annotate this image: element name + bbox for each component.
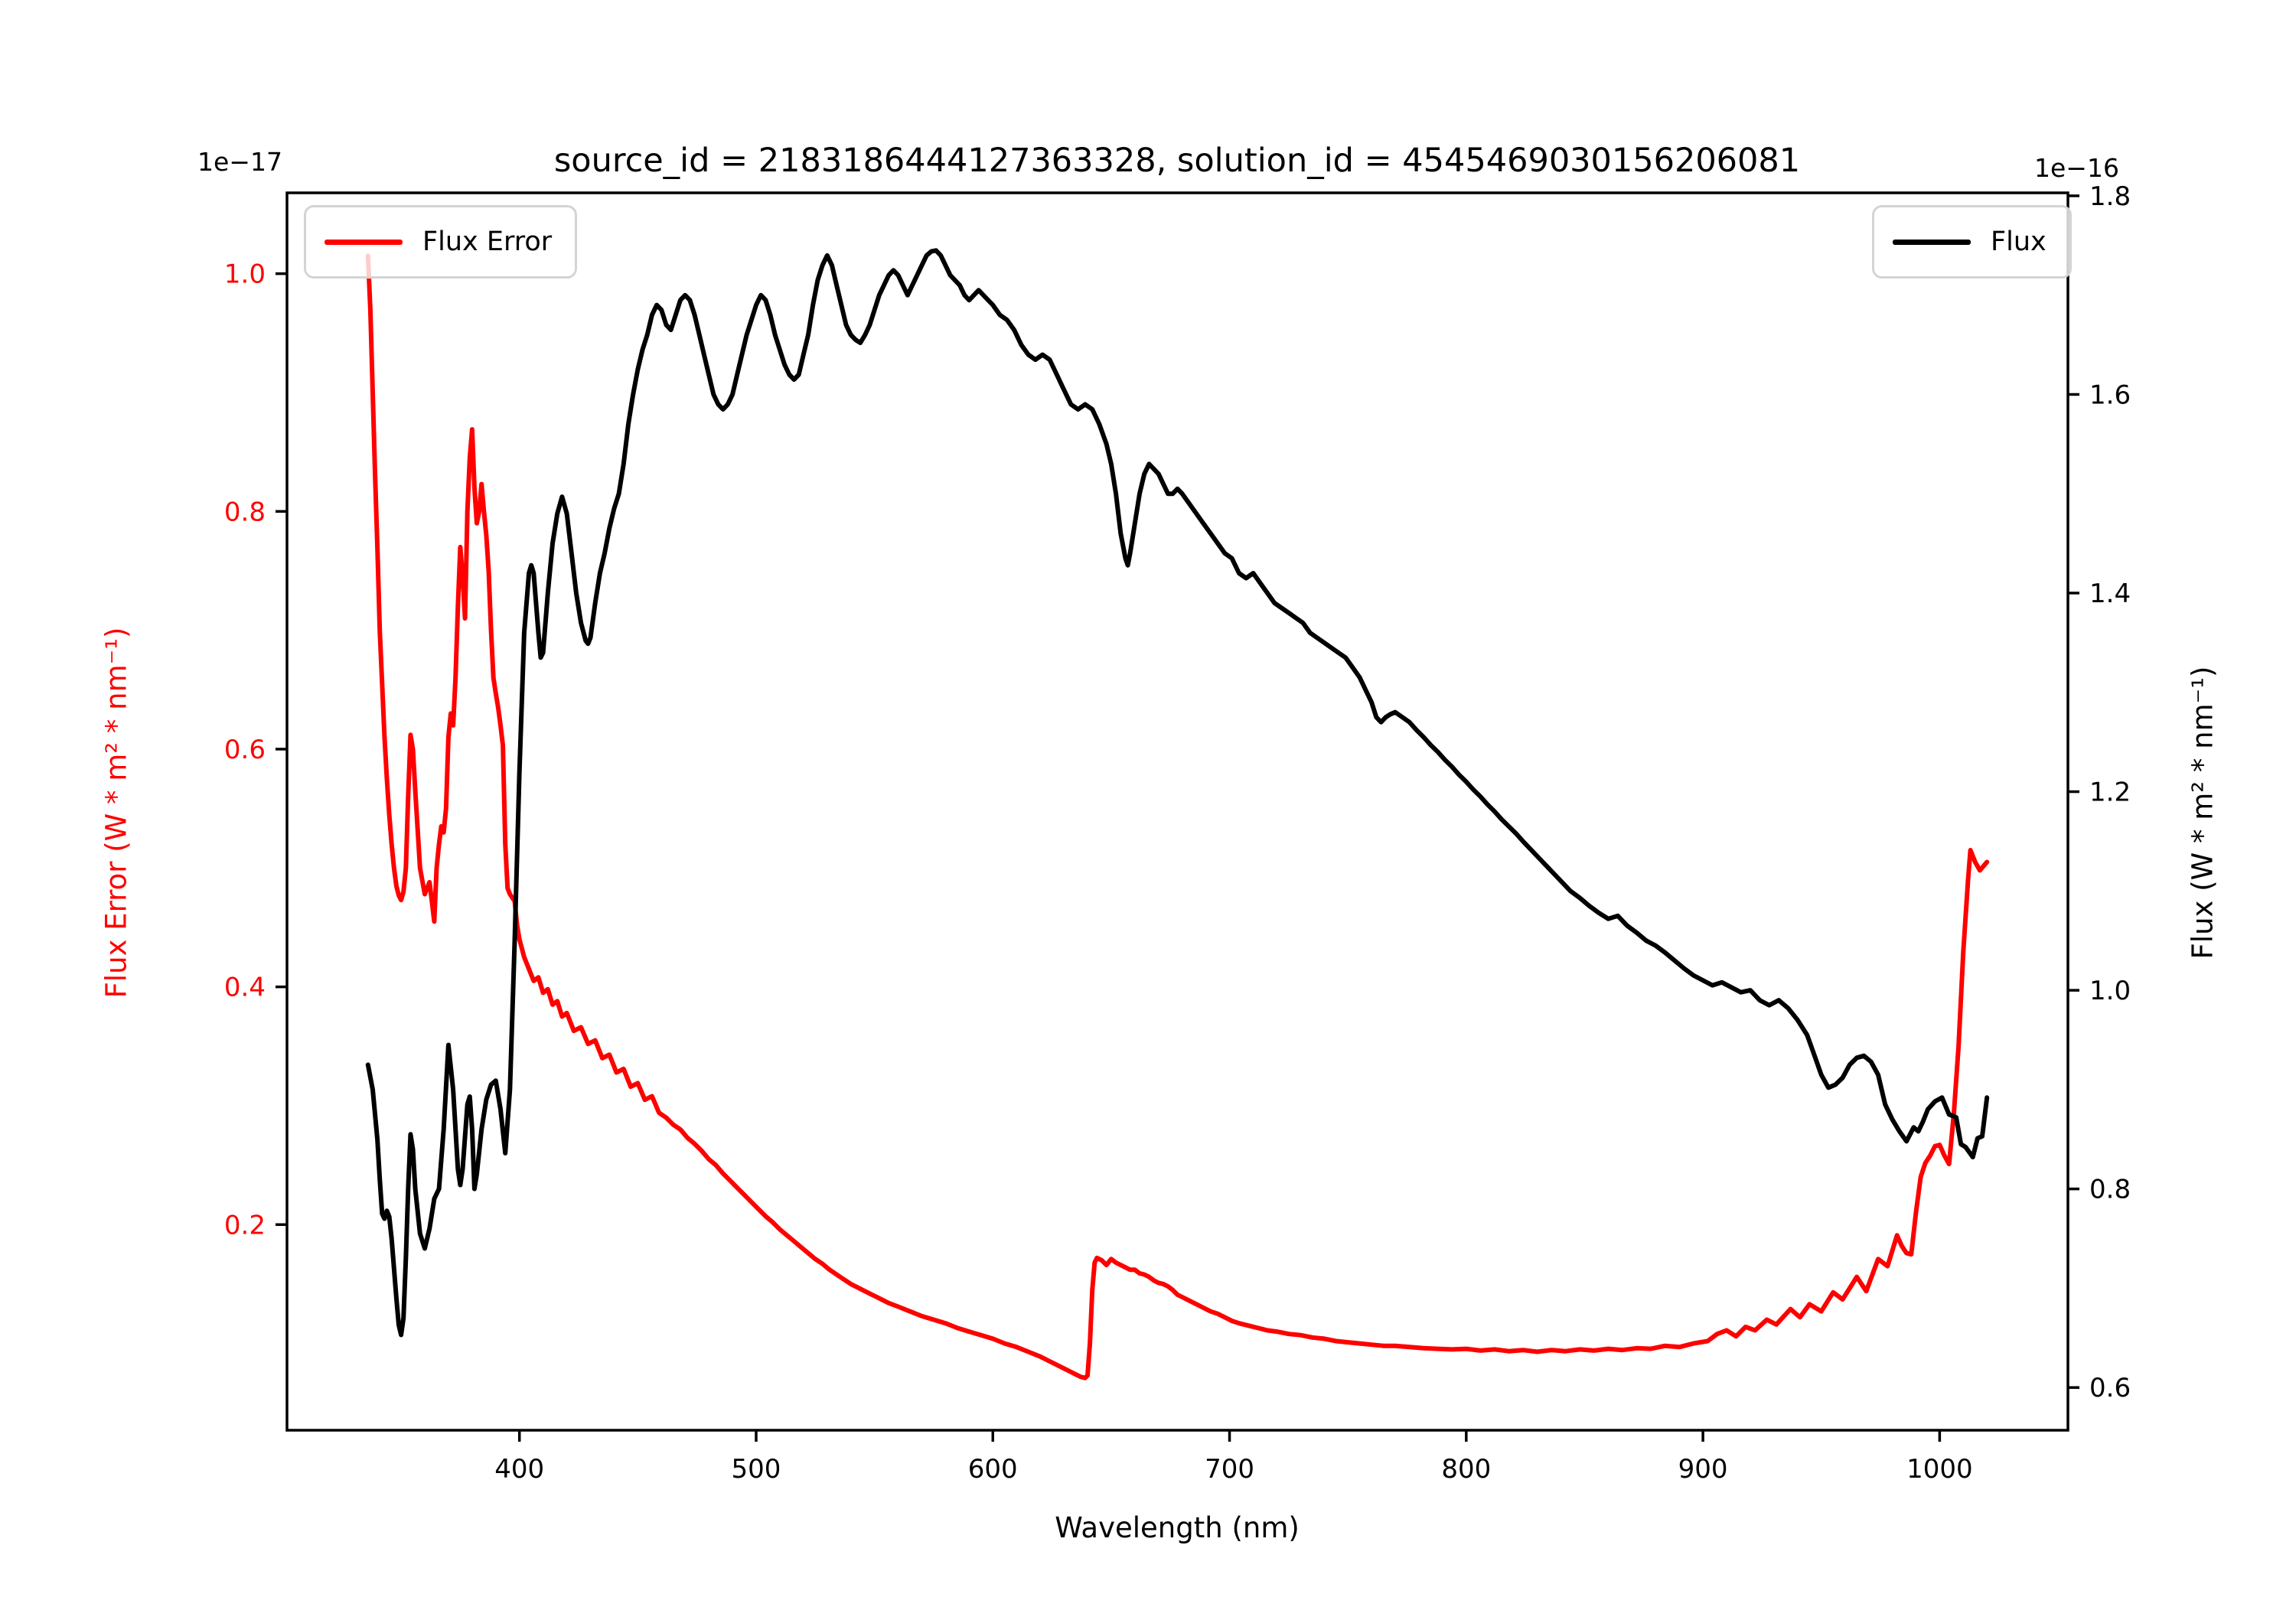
legend-flux-error: Flux Error <box>304 205 578 279</box>
left-y-tick-label: 0.8 <box>224 497 266 527</box>
legend-flux-label: Flux <box>1991 227 2047 257</box>
x-axis-label: Wavelength (nm) <box>1055 1511 1300 1544</box>
curve-flux <box>365 248 1990 1338</box>
right-y-axis-label: Flux (W * m² * nm⁻¹) <box>2186 666 2219 960</box>
axes-frame <box>285 191 2069 1432</box>
left-y-tick-label: 0.4 <box>224 973 266 1003</box>
chart-title: source_id = 2183186444127363328, solutio… <box>553 142 1801 180</box>
x-tick-label: 900 <box>1678 1454 1728 1485</box>
flux-error-line-sample <box>325 239 403 245</box>
flux-line-sample <box>1893 239 1971 245</box>
x-tick-label: 600 <box>968 1454 1018 1485</box>
right-y-tick-label: 1.0 <box>2089 976 2131 1006</box>
right-y-tick-label: 0.6 <box>2089 1373 2131 1403</box>
right-y-tick-label: 1.2 <box>2089 777 2131 808</box>
right-axis-offset-text: 1e−16 <box>2034 153 2119 183</box>
legend-flux-error-label: Flux Error <box>422 227 553 257</box>
left-y-tick-label: 0.2 <box>224 1210 266 1240</box>
left-y-axis-label: Flux Error (W * m² * nm⁻¹) <box>99 627 133 999</box>
right-y-tick-label: 1.6 <box>2089 380 2131 410</box>
x-tick-label: 800 <box>1441 1454 1491 1485</box>
x-tick-label: 500 <box>732 1454 781 1485</box>
x-tick-label: 700 <box>1205 1454 1254 1485</box>
right-y-tick-label: 0.8 <box>2089 1175 2131 1205</box>
curve-flux-error <box>365 253 1990 1380</box>
left-y-tick-label: 1.0 <box>224 259 266 290</box>
legend-flux: Flux <box>1872 205 2072 279</box>
x-tick-label: 400 <box>494 1454 544 1485</box>
left-axis-offset-text: 1e−17 <box>197 147 282 177</box>
right-y-tick-label: 1.4 <box>2089 579 2131 609</box>
right-y-tick-label: 1.8 <box>2089 181 2131 212</box>
left-y-tick-label: 0.6 <box>224 735 266 765</box>
x-tick-label: 1000 <box>1906 1454 1973 1485</box>
